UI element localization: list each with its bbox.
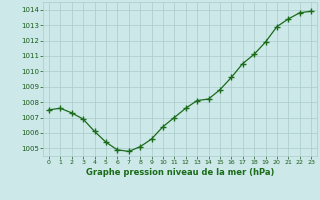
X-axis label: Graphe pression niveau de la mer (hPa): Graphe pression niveau de la mer (hPa) xyxy=(86,168,274,177)
